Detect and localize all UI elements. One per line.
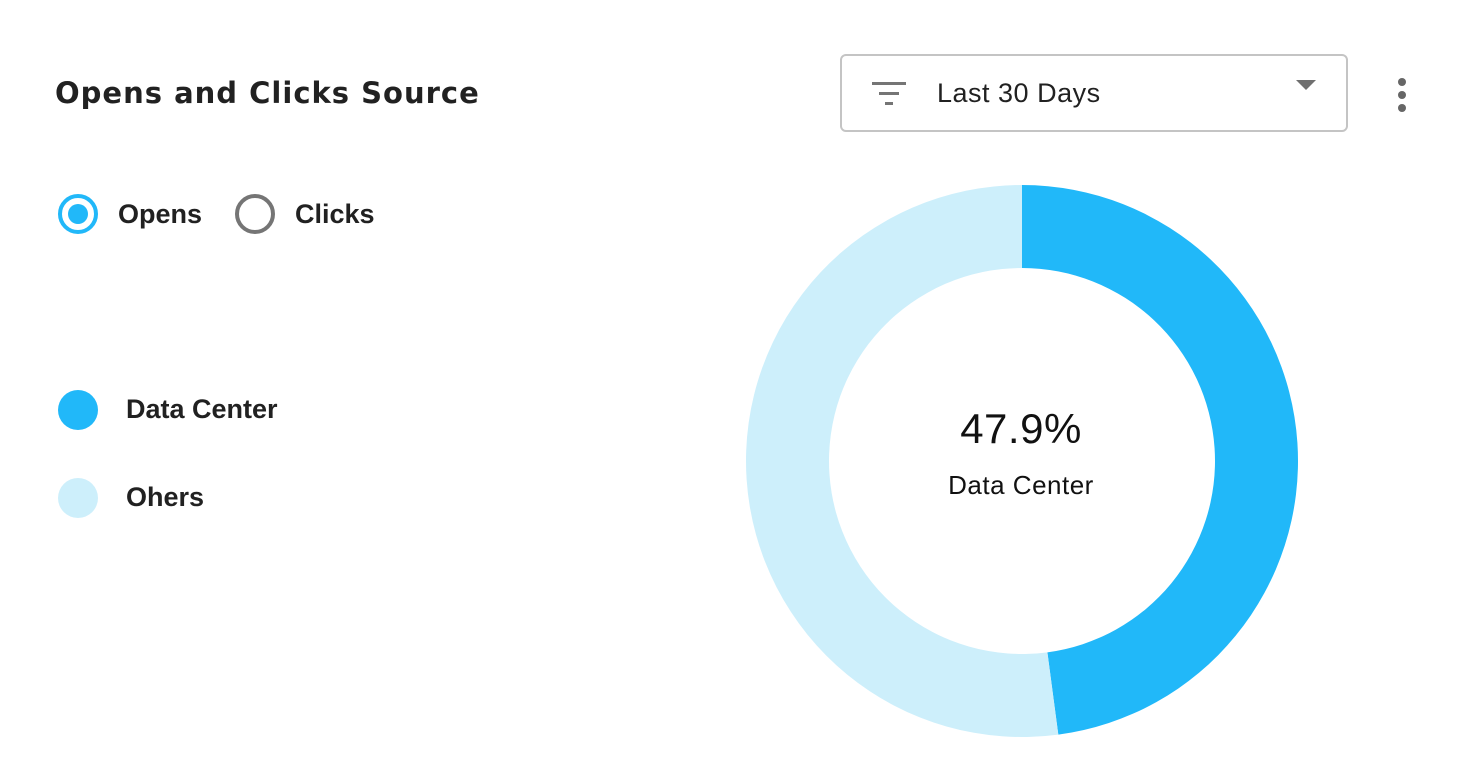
legend-label: Data Center <box>126 394 278 424</box>
radio-label-opens: Opens <box>118 199 203 229</box>
donut-center-value: 47.9% <box>960 405 1082 452</box>
more-vertical-icon <box>1398 91 1406 99</box>
legend-swatch <box>58 390 98 430</box>
radio-label-clicks: Clicks <box>295 199 375 229</box>
donut-slice-ohers[interactable] <box>746 185 1059 737</box>
legend-label: Ohers <box>126 482 205 512</box>
donut-center-label: Data Center <box>948 470 1094 500</box>
radio-unchecked-icon[interactable] <box>235 194 275 234</box>
more-vertical-icon <box>1398 78 1406 86</box>
period-select[interactable]: Last 30 Days <box>840 54 1348 132</box>
filter-icon <box>872 82 906 105</box>
caret-down-icon <box>1296 80 1316 90</box>
radio-checked-icon[interactable] <box>58 194 98 234</box>
more-options-button[interactable] <box>1386 72 1418 118</box>
donut-chart <box>746 185 1298 737</box>
card-title: Opens and Clicks Source <box>55 76 480 110</box>
donut-slice-data-center[interactable] <box>1022 185 1298 735</box>
period-select-value: Last 30 Days <box>937 78 1101 108</box>
legend-swatch <box>58 478 98 518</box>
more-vertical-icon <box>1398 104 1406 112</box>
